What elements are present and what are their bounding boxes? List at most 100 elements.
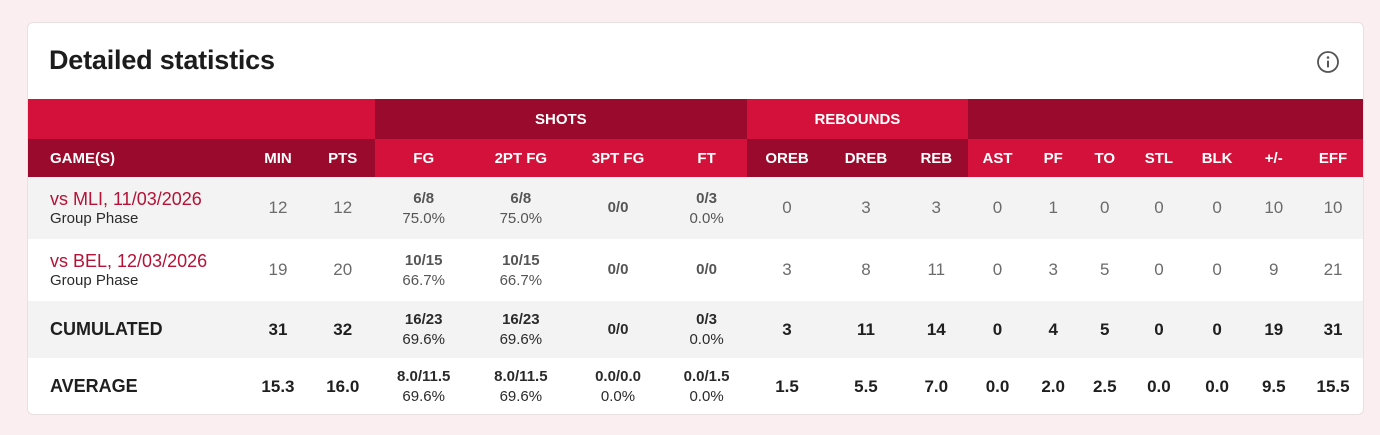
col-ast: AST — [968, 139, 1027, 177]
fg3-cell: 0/0 — [569, 177, 667, 239]
fg3-made: 0/0 — [607, 320, 629, 338]
plus-minus-value: 9.5 — [1261, 376, 1286, 396]
group-rebounds: REBOUNDS — [746, 99, 969, 139]
oreb-value: 1.5 — [775, 376, 799, 396]
oreb-value: 0 — [746, 177, 828, 239]
detailed-statistics-card: Detailed statistics SHOTS REBOUNDS GAME(… — [27, 22, 1364, 415]
stl-value: 0.0 — [1147, 376, 1171, 396]
oreb-value: 3 — [782, 260, 792, 279]
blk-value: 0 — [1187, 301, 1247, 358]
pf-value: 2.0 — [1041, 376, 1065, 396]
ft-cell: 0/3 0.0% — [666, 301, 747, 358]
game-link[interactable]: vs MLI, 11/03/2026 — [50, 188, 202, 209]
game-cell: vs BEL, 12/03/2026 Group Phase — [28, 239, 246, 301]
reb-value: 3 — [904, 177, 969, 239]
plus-minus-value: 19 — [1246, 301, 1302, 358]
dreb-value: 8 — [861, 260, 871, 279]
fg3-cell: 0.0/0.0 0.0% — [569, 358, 666, 414]
average-label: AVERAGE — [50, 376, 138, 396]
fg2-pct: 66.7% — [499, 271, 543, 289]
pf-value: 4 — [1026, 301, 1080, 358]
eff-value: 31 — [1301, 301, 1363, 358]
fg2-pct: 69.6% — [499, 388, 543, 405]
cumulated-label: CUMULATED — [28, 301, 246, 358]
fg-pct: 69.6% — [402, 331, 445, 348]
fg2-cell: 10/15 66.7% — [472, 239, 569, 301]
to-value: 0 — [1079, 177, 1131, 239]
pts-value: 32 — [310, 301, 376, 358]
fg3-made: 0/0 — [607, 199, 629, 216]
ast-value: 0.0 — [985, 376, 1010, 396]
fg3-pct: 0.0% — [600, 388, 636, 405]
ast-value: 0 — [968, 301, 1027, 358]
col-to: TO — [1079, 139, 1131, 177]
min-value: 15.3 — [261, 376, 295, 396]
dreb-value: 11 — [827, 301, 905, 358]
ast-value: 0 — [992, 260, 1003, 279]
plus-minus-value: 9 — [1269, 260, 1279, 279]
column-header-row: GAME(S) MIN PTS FG 2PT FG 3PT FG FT OREB… — [28, 139, 1363, 177]
col-stl: STL — [1130, 139, 1188, 177]
fg3-cell: 0/0 — [569, 301, 667, 358]
fg2-made: 16/23 — [502, 311, 540, 328]
fg-cell: 6/8 75.0% — [375, 177, 473, 239]
info-icon[interactable] — [1316, 50, 1340, 74]
ft-pct: 0.0% — [689, 209, 724, 227]
group-blank — [28, 99, 376, 139]
average-row: AVERAGE 15.3 16.0 8.0/11.5 69.6% 8.0/11.5… — [28, 358, 1363, 414]
fg-cell: 16/23 69.6% — [375, 301, 473, 358]
col-3pt-fg: 3PT FG — [569, 139, 667, 177]
fg2-made: 6/8 — [510, 189, 532, 207]
eff-value: 21 — [1323, 260, 1343, 279]
ft-made: 0.0/1.5 — [683, 368, 730, 385]
blk-value: 0 — [1212, 260, 1222, 279]
stl-value: 0 — [1130, 177, 1188, 239]
col-dreb: DREB — [827, 139, 905, 177]
col-ft: FT — [666, 139, 747, 177]
min-value: 31 — [245, 301, 311, 358]
table-row: vs BEL, 12/03/2026 Group Phase 19 20 10/… — [28, 239, 1363, 301]
game-link[interactable]: vs BEL, 12/03/2026 — [50, 250, 208, 271]
to-value: 5 — [1079, 301, 1131, 358]
pf-value: 1 — [1026, 177, 1080, 239]
pf-value: 3 — [1048, 260, 1058, 279]
fg2-cell: 16/23 69.6% — [472, 301, 570, 358]
col-games: GAME(S) — [28, 139, 246, 177]
to-value: 5 — [1100, 260, 1110, 279]
ast-value: 0 — [968, 177, 1027, 239]
ft-pct: 0.0% — [689, 388, 724, 405]
game-cell: vs MLI, 11/03/2026 Group Phase — [28, 177, 246, 239]
fg-made: 8.0/11.5 — [397, 368, 451, 385]
reb-value: 11 — [927, 260, 946, 279]
col-reb: REB — [904, 139, 969, 177]
dreb-value: 5.5 — [854, 376, 878, 396]
group-other — [968, 99, 1363, 139]
group-shots: SHOTS — [375, 99, 747, 139]
ft-made: 0/3 — [696, 189, 717, 207]
blk-value: 0 — [1187, 177, 1247, 239]
min-value: 19 — [268, 260, 288, 279]
stl-value: 0 — [1154, 260, 1164, 279]
stats-table: SHOTS REBOUNDS GAME(S) MIN PTS FG 2PT FG… — [28, 99, 1363, 414]
col-eff: EFF — [1301, 139, 1363, 177]
fg-pct: 75.0% — [402, 209, 445, 227]
col-plus-minus: +/- — [1246, 139, 1302, 177]
col-fg: FG — [375, 139, 473, 177]
ft-cell: 0/3 0.0% — [666, 177, 747, 239]
fg2-pct: 75.0% — [499, 209, 543, 227]
fg2-pct: 69.6% — [499, 331, 543, 348]
dreb-value: 3 — [827, 177, 905, 239]
blk-value: 0.0 — [1205, 376, 1229, 396]
stl-value: 0 — [1130, 301, 1188, 358]
col-min: MIN — [245, 139, 311, 177]
fg-made: 6/8 — [413, 189, 435, 207]
col-oreb: OREB — [746, 139, 828, 177]
pts-value: 16.0 — [326, 376, 360, 396]
col-2pt-fg: 2PT FG — [472, 139, 570, 177]
ft-made: 0/3 — [696, 311, 717, 328]
fg2-cell: 8.0/11.5 69.6% — [472, 358, 569, 414]
col-pts: PTS — [310, 139, 376, 177]
game-phase: Group Phase — [50, 209, 139, 227]
eff-value: 15.5 — [1316, 376, 1350, 396]
ft-cell: 0.0/1.5 0.0% — [667, 358, 747, 414]
